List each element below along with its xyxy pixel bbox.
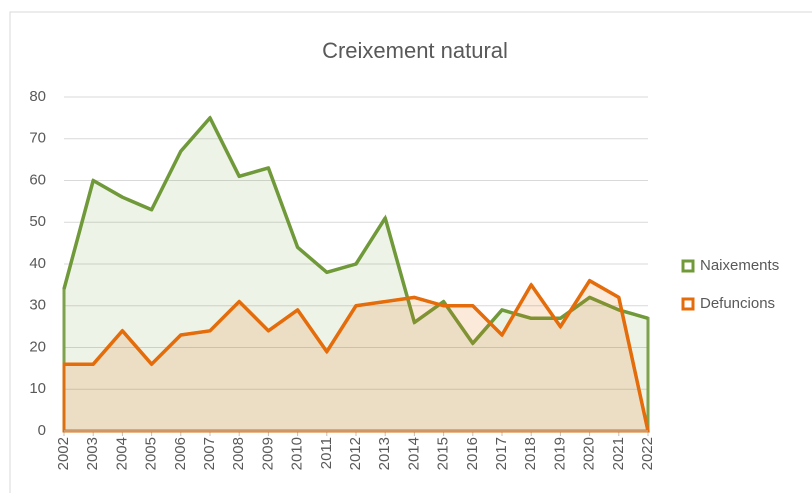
x-tick-label: 2002 [55,437,72,470]
y-tick-label: 10 [29,380,46,397]
y-tick-label: 40 [29,255,46,272]
legend-marker [681,297,695,311]
x-tick-label: 2022 [639,437,656,470]
x-tick-label: 2009 [259,437,276,470]
x-tick-label: 2007 [201,437,218,470]
chart-border [9,11,812,493]
series-line [62,116,649,346]
x-tick-label: 2004 [113,437,130,470]
x-tick-label: 2016 [464,437,481,470]
x-tick-label: 2003 [84,437,101,470]
x-tick-label: 2005 [143,437,160,470]
series-line [64,278,650,432]
y-tick-label: 0 [38,422,46,439]
y-tick-label: 70 [29,130,46,147]
y-tick-label: 20 [29,338,46,355]
x-tick-label: 2018 [522,437,539,470]
y-tick-label: 30 [29,297,46,314]
legend-label: Defuncions [700,295,775,312]
y-tick-label: 50 [29,213,46,230]
x-tick-label: 2015 [435,437,452,470]
x-tick-label: 2012 [347,437,364,470]
legend-marker [681,259,695,273]
x-tick-label: 2013 [376,437,393,470]
x-tick-label: 2006 [172,437,189,470]
x-tick-label: 2008 [230,437,247,470]
y-tick-label: 60 [29,171,46,188]
x-tick-label: 2021 [610,437,627,470]
x-tick-label: 2019 [551,437,568,470]
legend-label: Naixements [700,257,779,274]
chart-title: Creixement natural [322,38,508,63]
x-tick-label: 2010 [289,437,306,470]
x-tick-label: 2011 [318,437,335,469]
y-tick-label: 80 [29,88,46,105]
x-tick-label: 2014 [405,437,422,470]
x-tick-label: 2017 [493,437,510,470]
x-tick-label: 2020 [581,437,598,470]
